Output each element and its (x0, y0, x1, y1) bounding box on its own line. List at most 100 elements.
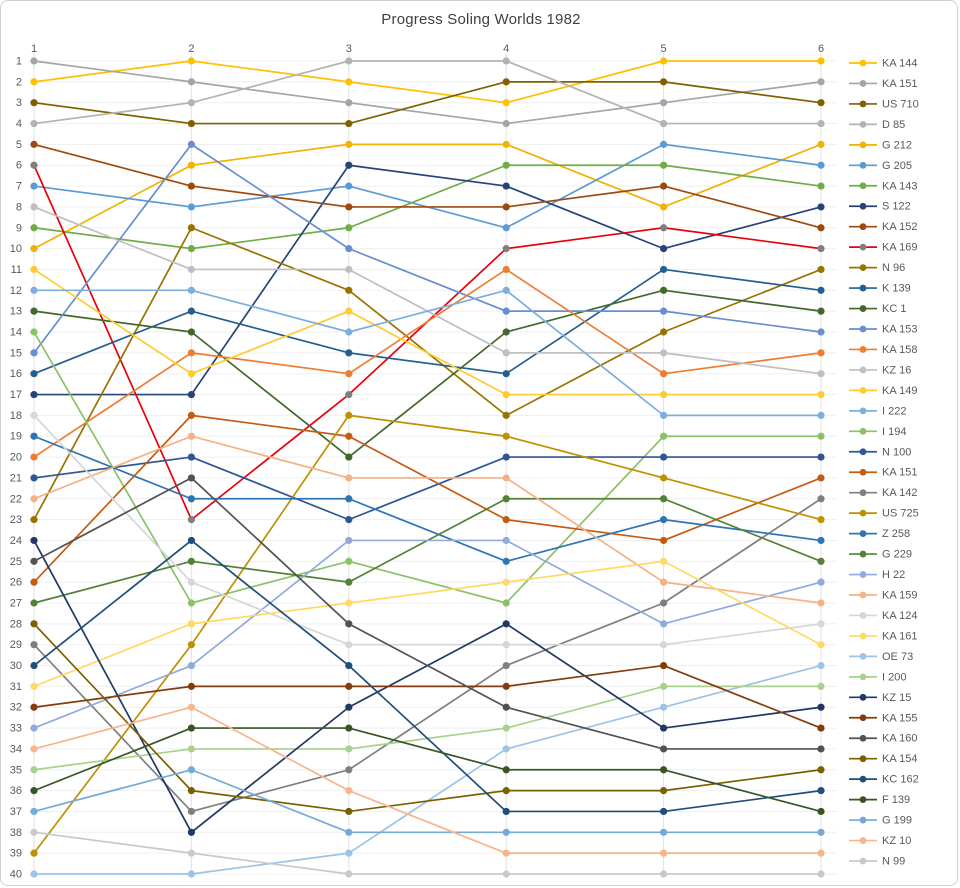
data-point-marker (345, 724, 353, 732)
series-line (33, 268, 822, 396)
legend-item: KZ 10 (849, 835, 911, 847)
data-point-marker (30, 703, 38, 711)
legend-label: KZ 10 (882, 835, 911, 847)
data-point-marker (817, 370, 825, 378)
legend-marker-swatch (859, 857, 867, 865)
legend-item: KA 169 (849, 242, 917, 254)
data-point-marker (187, 578, 195, 586)
data-point-marker (660, 474, 668, 482)
data-point-marker (502, 203, 510, 211)
data-point-marker (30, 724, 38, 732)
data-point-marker (817, 224, 825, 232)
series-line (33, 60, 822, 125)
legend-item: K 139 (849, 283, 911, 295)
y-axis-tick-label: 9 (16, 222, 22, 234)
data-point-marker (660, 78, 668, 86)
data-point-marker (817, 578, 825, 586)
data-point-marker (660, 682, 668, 690)
y-axis-tick-label: 36 (10, 785, 22, 797)
data-point-marker (660, 349, 668, 357)
data-point-marker (817, 661, 825, 670)
data-point-marker (187, 224, 195, 232)
data-point-marker (817, 99, 825, 107)
data-point-marker (187, 745, 195, 753)
legend-label: I 200 (882, 671, 906, 683)
data-point-marker (30, 578, 38, 586)
legend-marker-swatch (859, 223, 867, 231)
data-point-marker (30, 245, 38, 253)
legend-marker-swatch (859, 816, 867, 824)
data-point-marker (817, 516, 825, 524)
data-point-marker (187, 265, 195, 274)
series-line (33, 60, 822, 104)
data-point-marker (345, 78, 353, 86)
legend-item: G 199 (849, 815, 912, 827)
y-axis-tick-label: 13 (10, 306, 22, 318)
data-point-marker (817, 349, 825, 357)
legend-marker-swatch (859, 632, 867, 640)
data-point-marker (187, 766, 195, 774)
y-axis-tick-label: 38 (10, 827, 22, 839)
data-point-marker (817, 328, 825, 336)
legend-item: S 122 (849, 201, 911, 213)
data-point-marker (187, 870, 195, 878)
data-point-marker (187, 78, 195, 86)
data-point-marker (660, 578, 668, 586)
series-line (33, 622, 822, 813)
legend-marker-swatch (859, 284, 867, 292)
y-axis-tick-label: 32 (10, 702, 22, 714)
data-point-marker (502, 766, 510, 774)
data-point-marker (30, 432, 38, 440)
y-axis-tick-label: 21 (10, 472, 22, 484)
y-axis-tick-label: 7 (16, 181, 22, 193)
data-point-marker (345, 682, 353, 690)
data-point-marker (660, 265, 668, 274)
y-axis-tick-label: 14 (10, 327, 22, 339)
data-point-marker (660, 870, 668, 878)
data-point-marker (345, 265, 353, 274)
y-axis-tick-label: 20 (10, 452, 22, 464)
legend-marker-swatch (859, 796, 867, 804)
data-point-marker (817, 599, 825, 607)
data-point-marker (817, 245, 825, 253)
data-point-marker (660, 495, 668, 503)
legend-item: KA 155 (849, 712, 917, 724)
y-axis-tick-label: 11 (11, 264, 22, 276)
legend-label: KA 159 (882, 590, 917, 602)
y-axis-tick-label: 19 (10, 431, 22, 443)
legend-item: KC 1 (849, 303, 906, 315)
legend-label: KZ 15 (882, 692, 911, 704)
legend-item: H 22 (849, 569, 905, 581)
data-point-marker (187, 474, 195, 482)
data-point-marker (502, 140, 510, 148)
data-point-marker (30, 390, 38, 399)
data-point-marker (345, 807, 353, 816)
data-point-marker (345, 849, 353, 857)
legend-label: US 710 (882, 98, 919, 110)
data-point-marker (817, 703, 825, 711)
data-point-marker (30, 849, 38, 857)
legend-marker-swatch (859, 489, 867, 497)
data-point-marker (502, 182, 510, 190)
data-point-marker (187, 307, 195, 315)
legend-item: KA 142 (849, 487, 917, 499)
data-point-marker (502, 224, 510, 232)
legend-item: KC 162 (849, 774, 919, 786)
y-axis-tick-label: 4 (16, 118, 22, 130)
data-point-marker (345, 453, 353, 461)
y-axis-tick-label: 25 (10, 556, 22, 568)
series-line (33, 164, 822, 521)
y-axis-tick-label: 15 (10, 347, 22, 359)
data-point-marker (345, 203, 353, 211)
legend-item: Z 258 (849, 528, 910, 540)
legend-label: KA 169 (882, 242, 917, 254)
data-point-marker (30, 766, 38, 774)
data-point-marker (502, 328, 510, 336)
data-point-marker (817, 807, 825, 816)
series-line (33, 539, 822, 813)
legend-marker-swatch (859, 652, 867, 660)
data-point-marker (660, 203, 668, 211)
legend-item: KA 161 (849, 630, 917, 642)
series-line (33, 768, 822, 834)
